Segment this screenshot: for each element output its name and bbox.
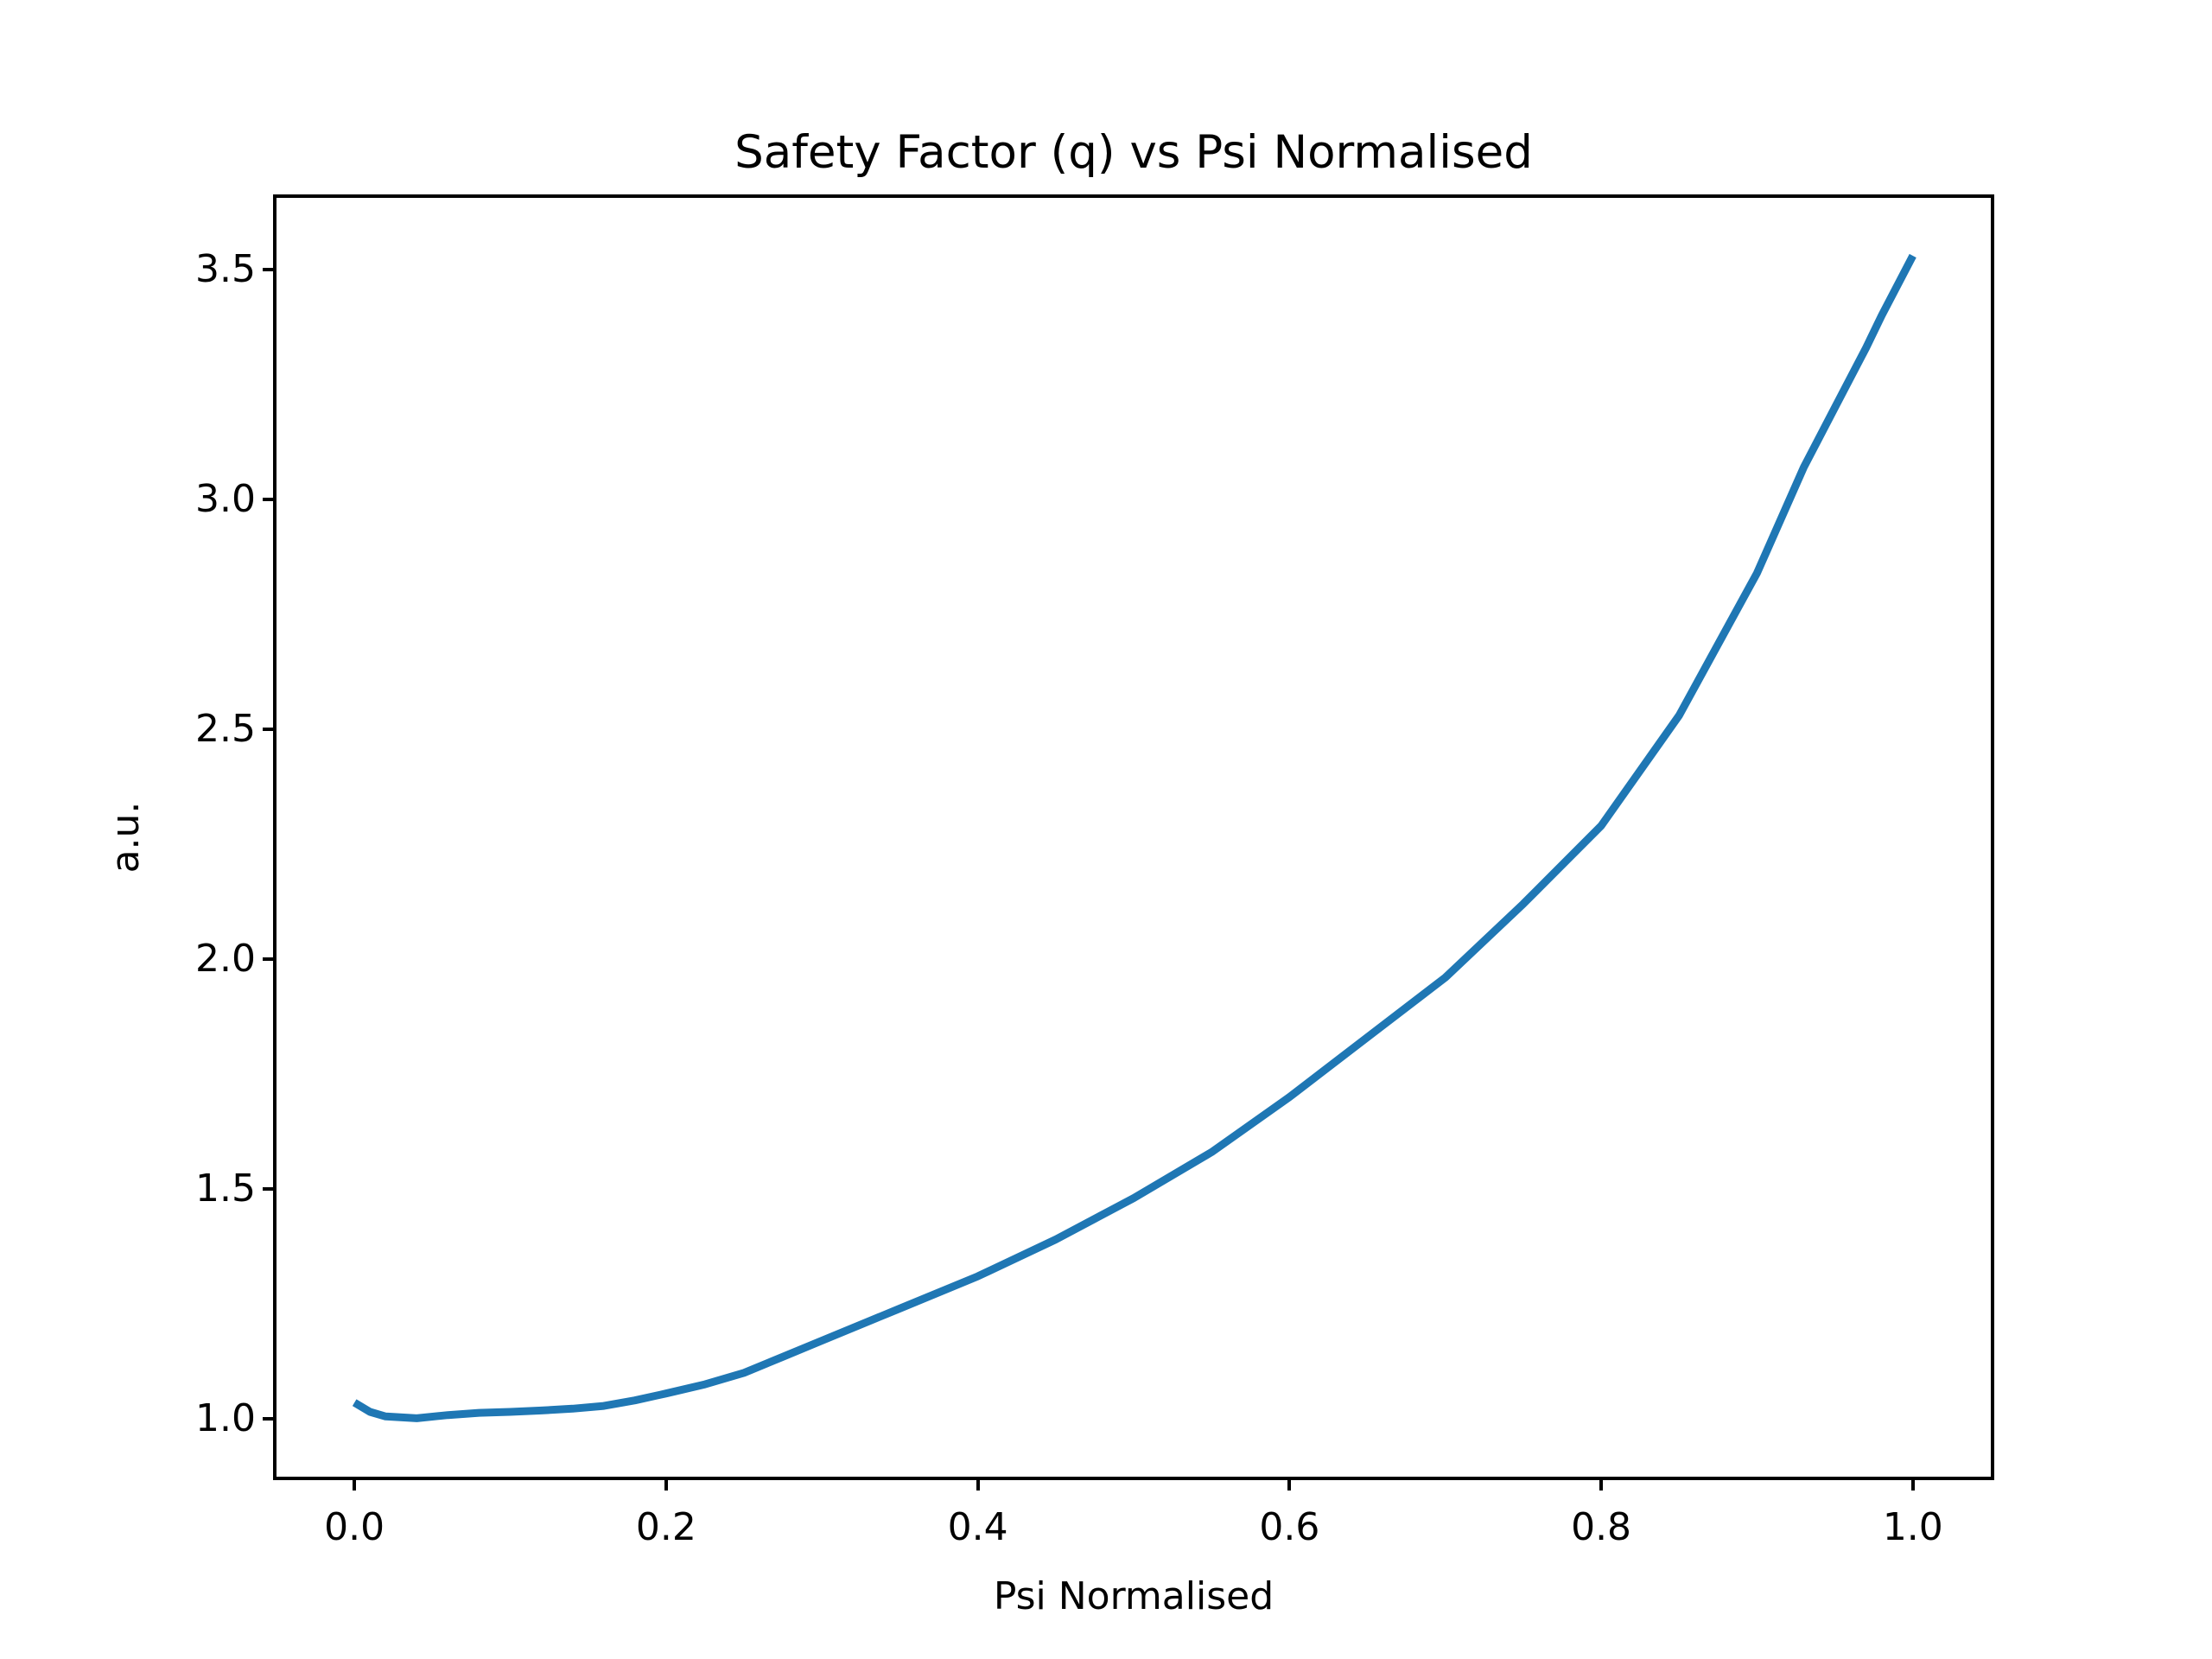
y-tick-label: 2.5 — [195, 706, 256, 751]
y-tick-mark — [263, 497, 276, 501]
safety-factor-curve — [352, 253, 1916, 1422]
x-tick-mark — [1287, 1477, 1292, 1491]
y-tick-label: 3.5 — [195, 246, 256, 291]
x-tick-label: 0.4 — [947, 1505, 1008, 1549]
y-tick-mark — [263, 267, 276, 271]
y-tick-label: 1.5 — [195, 1166, 256, 1211]
x-tick-label: 0.2 — [635, 1505, 696, 1549]
y-tick-mark — [263, 1186, 276, 1191]
x-tick-mark — [1910, 1477, 1915, 1491]
y-axis-label: a.u. — [103, 801, 148, 874]
x-tick-label: 0.6 — [1259, 1505, 1320, 1549]
y-tick-label: 1.0 — [195, 1395, 256, 1440]
y-tick-mark — [263, 957, 276, 961]
x-tick-mark — [664, 1477, 668, 1491]
x-tick-label: 1.0 — [1882, 1505, 1943, 1549]
x-tick-label: 0.8 — [1571, 1505, 1632, 1549]
x-tick-mark — [353, 1477, 357, 1491]
chart-title: Safety Factor (q) vs Psi Normalised — [734, 126, 1533, 179]
plot-svg — [352, 253, 1916, 1422]
y-tick-mark — [263, 1416, 276, 1421]
y-tick-label: 3.0 — [195, 476, 256, 521]
y-tick-label: 2.0 — [195, 936, 256, 981]
y-tick-mark — [263, 727, 276, 731]
plot-frame — [273, 194, 1994, 1480]
x-tick-mark — [976, 1477, 980, 1491]
x-tick-label: 0.0 — [324, 1505, 385, 1549]
x-axis-label: Psi Normalised — [993, 1574, 1274, 1618]
x-tick-mark — [1599, 1477, 1604, 1491]
